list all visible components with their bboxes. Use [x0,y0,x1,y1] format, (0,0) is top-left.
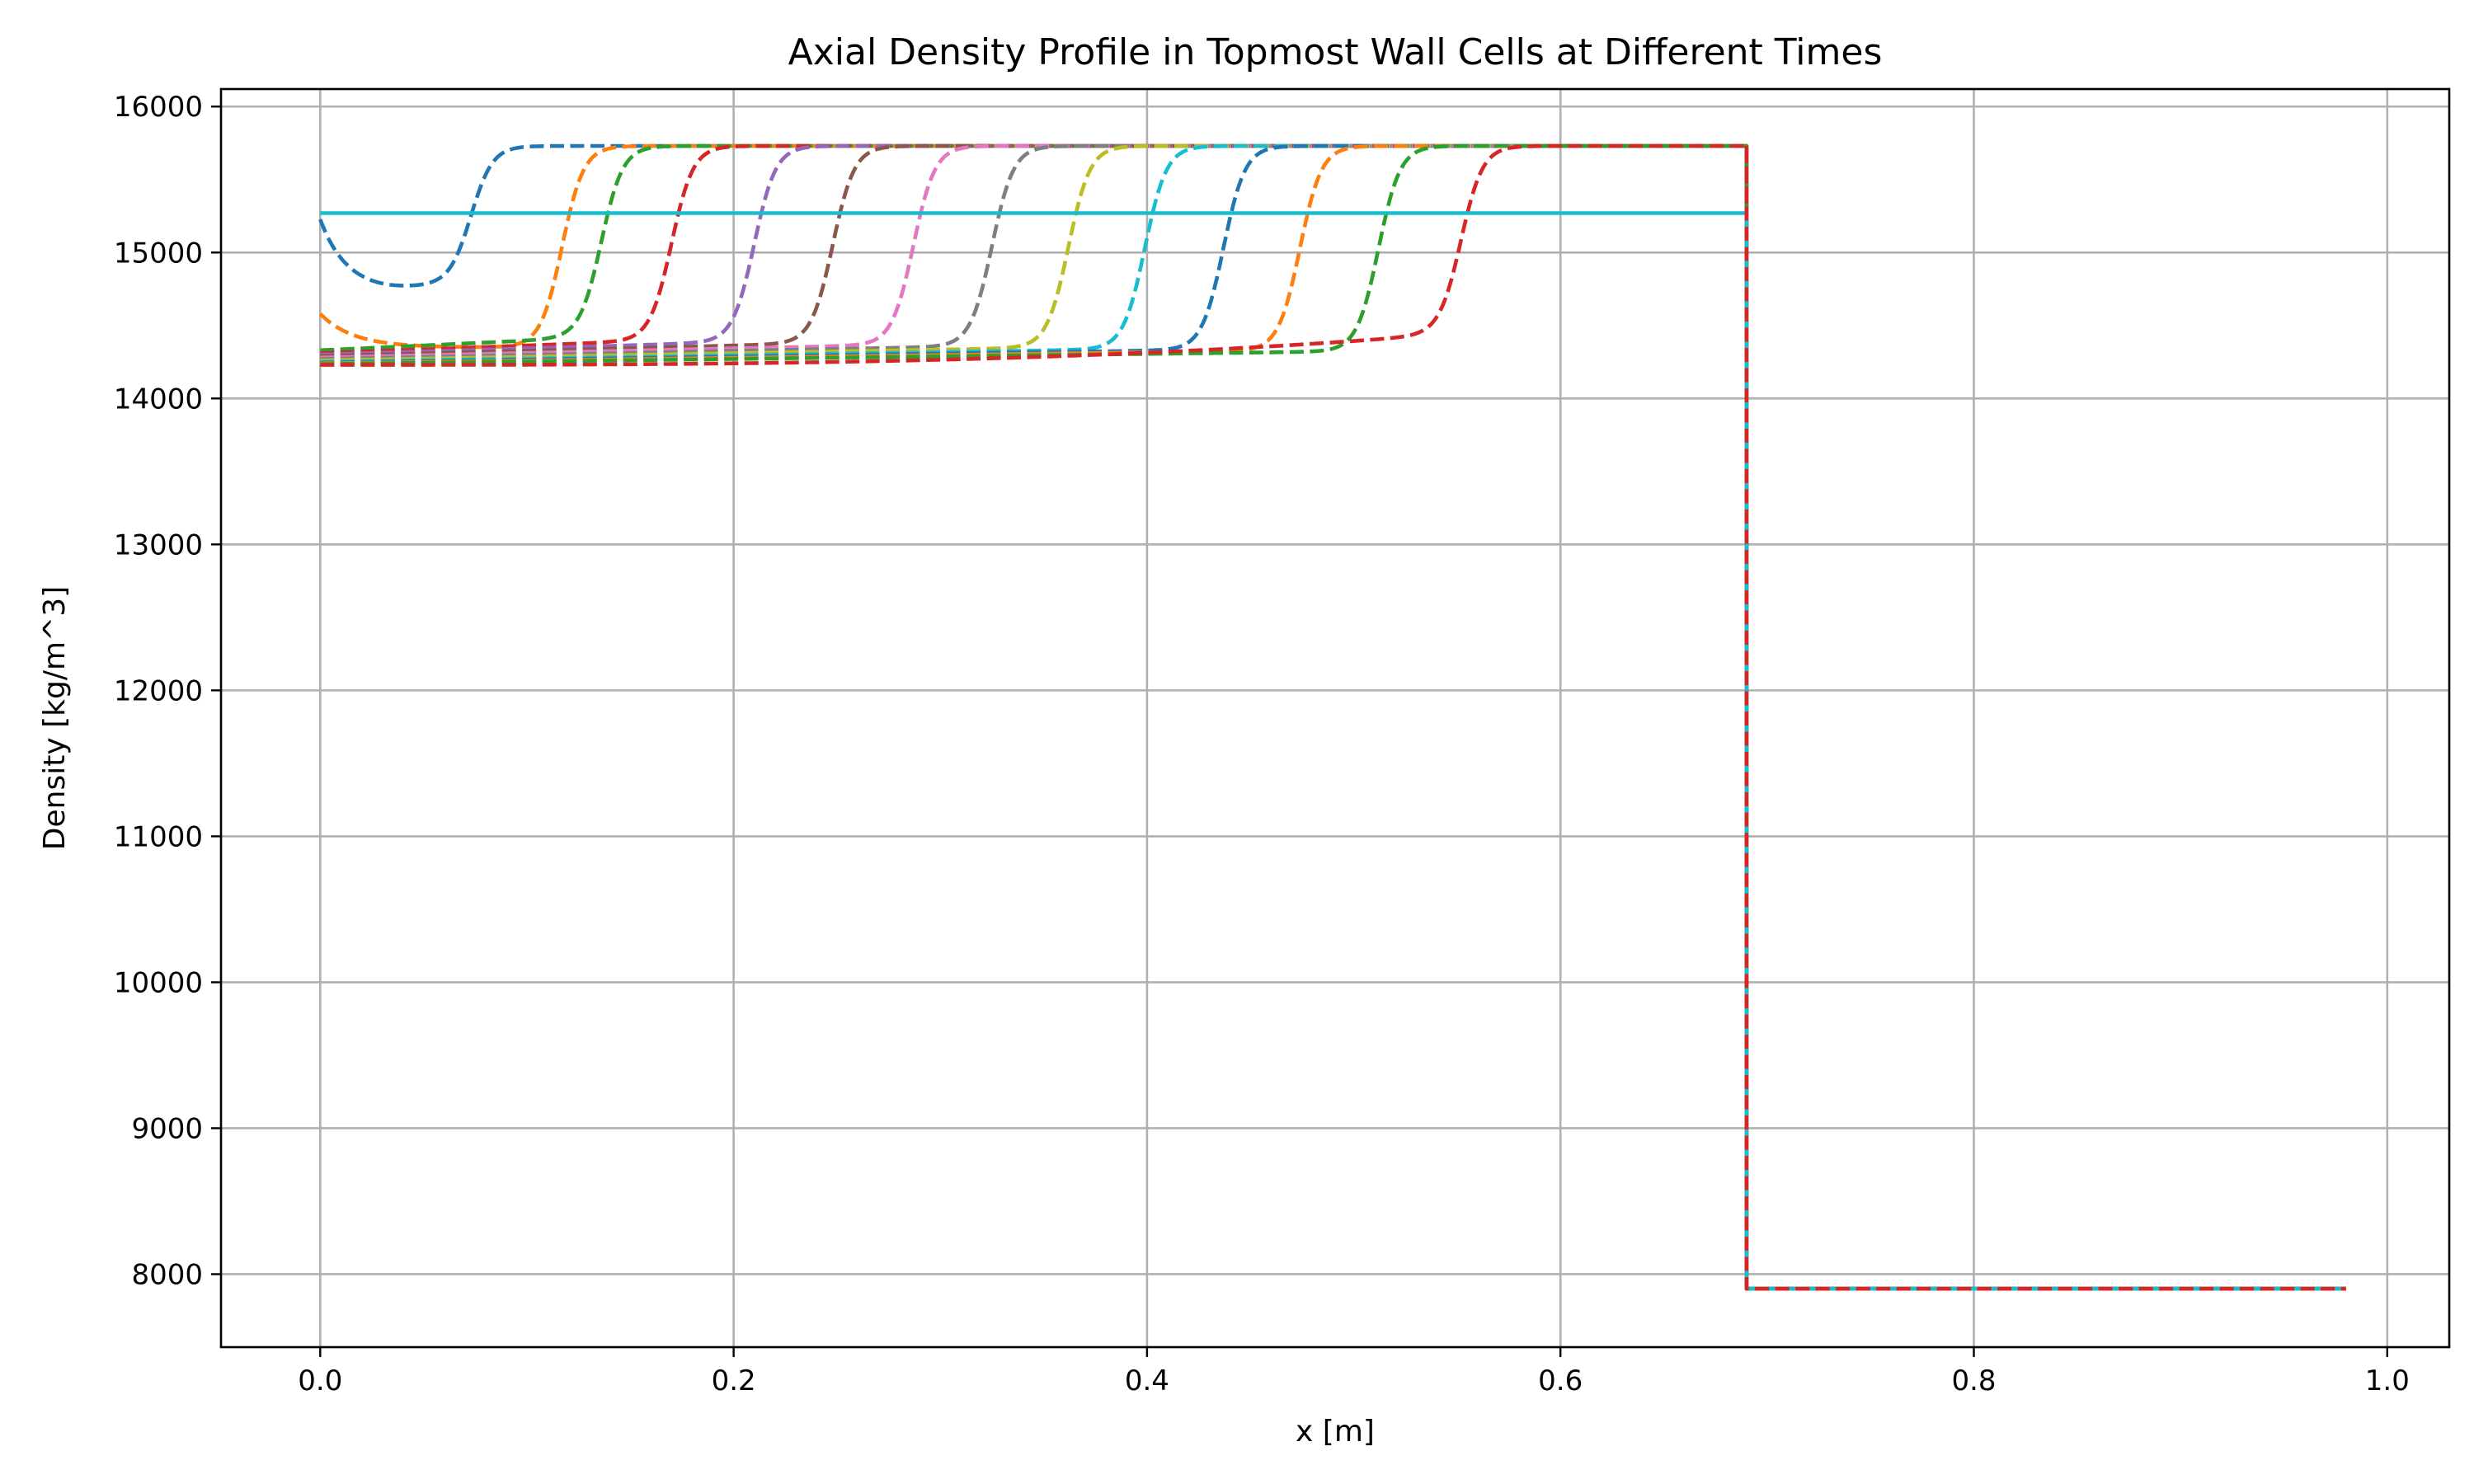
x-tick-label: 1.0 [2365,1364,2410,1397]
series-line-3 [319,143,2346,1291]
series-line-1 [318,143,2346,1291]
y-tick-label: 16000 [114,91,203,124]
y-tick-label: 8000 [131,1258,203,1291]
x-tick-label: 0.2 [712,1364,756,1397]
series-line-5 [319,143,2346,1291]
final-step-edge-line [1744,146,2346,1291]
y-tick-label: 15000 [114,237,203,270]
series-line-10 [319,143,2346,1291]
plot-frame [219,87,2451,1349]
y-tick-label: 10000 [114,966,203,999]
series-line-9 [319,143,2346,1291]
series-line-7 [319,143,2346,1291]
x-tick-label: 0.4 [1125,1364,1169,1397]
series-layer [318,143,2346,1291]
series-line-11 [319,143,2346,1291]
series-line-4 [319,143,2346,1291]
series-line-13 [319,143,2346,1291]
series-line-6 [319,143,2346,1291]
y-tick-label: 12000 [114,674,203,707]
x-tick-label: 0.0 [298,1364,342,1397]
y-tick-label: 11000 [114,820,203,853]
y-tick-label: 9000 [131,1112,203,1145]
series-line-12 [319,143,2346,1291]
series-line-14 [319,143,2346,1291]
y-axis-label: Density [kg/m^3] [38,586,72,850]
grid [221,89,2449,1347]
ticks: 0.0 0.2 0.4 0.6 0.8 1.0 8000 9000 10000 11000 1200… [114,91,2410,1397]
chart-title: Axial Density Profile in Topmost Wall Ce… [788,31,1883,73]
y-tick-label: 13000 [114,528,203,561]
x-tick-label: 0.6 [1538,1364,1583,1397]
series-line-2 [318,143,2346,1291]
y-tick-label: 14000 [114,383,203,416]
x-axis-label: x [m] [1296,1415,1375,1449]
x-tick-label: 0.8 [1951,1364,1996,1397]
series-line-8 [319,143,2346,1291]
